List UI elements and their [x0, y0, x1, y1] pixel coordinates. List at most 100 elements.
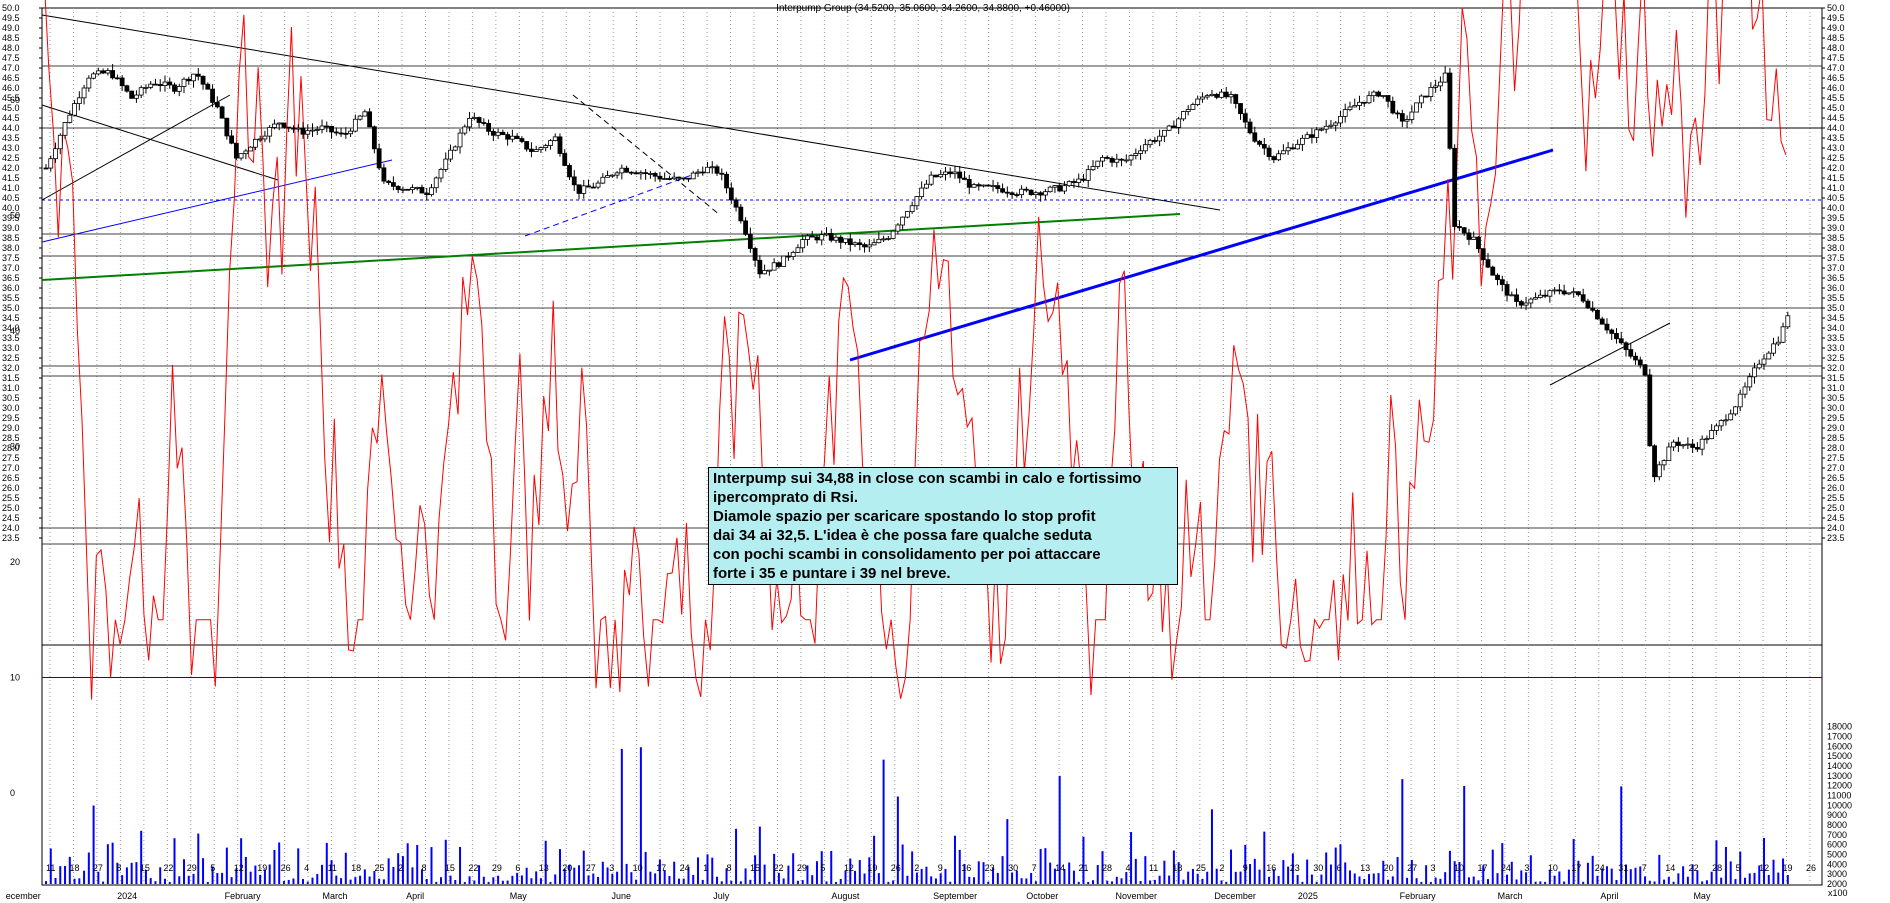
day-label: 17 [1571, 863, 1581, 873]
candle-body [53, 148, 58, 160]
price-tick-label: 23.5 [1827, 533, 1845, 543]
candle-body [114, 77, 120, 80]
candle-body [376, 148, 382, 169]
volume-bar [1068, 862, 1071, 884]
volume-bar [1482, 865, 1485, 884]
volume-bar [1091, 880, 1094, 884]
price-axis: 23.5 23.524.0 24.024.5 24.525.0 25.025.5 25.5… [2, 3, 1845, 543]
day-label: 13 [1360, 863, 1370, 873]
volume-tick-label: 16000 [1827, 741, 1852, 751]
candle-body [657, 175, 663, 180]
volume-bar [1667, 876, 1670, 884]
volume-bar [977, 861, 980, 884]
candle-body [762, 270, 768, 275]
volume-bar [49, 848, 52, 884]
volume-bar [711, 857, 714, 884]
price-tick-label: 40.5 [1827, 193, 1845, 203]
volume-bar [530, 878, 533, 884]
volume-bar [830, 850, 833, 884]
volume-bar [911, 851, 914, 884]
volume-bar [668, 876, 671, 884]
volume-bar [906, 875, 909, 884]
candle-body [1642, 364, 1648, 376]
volume-bar [597, 876, 600, 884]
candle-body [586, 185, 591, 188]
volume-bar [1234, 871, 1237, 884]
candle-body [238, 153, 244, 159]
candle-body [814, 236, 820, 241]
candle-body [186, 78, 192, 82]
month-label: April [1600, 891, 1618, 901]
candle-body [809, 235, 815, 238]
volume-bar [706, 854, 709, 884]
day-label: 27 [1407, 863, 1417, 873]
candle-body [790, 252, 796, 257]
volume-bar [206, 882, 209, 884]
volume-bar [1548, 869, 1551, 884]
candle-body [1057, 185, 1063, 192]
volume-bar [111, 842, 114, 884]
candle-body [833, 236, 839, 241]
volume-bar [1001, 856, 1004, 884]
day-label: 30 [1008, 863, 1018, 873]
candle-body [229, 135, 235, 144]
month-label: February [225, 891, 262, 901]
price-tick-label: 26.0 [2, 483, 20, 493]
month-label: December [1214, 891, 1256, 901]
candle-body [1190, 104, 1196, 110]
chart-title: Interpump Group (34.5200, 35.0600, 34.26… [776, 3, 1070, 14]
volume-bar [1149, 880, 1152, 884]
candle-body [1142, 144, 1148, 152]
price-tick-label: 46.0 [1827, 83, 1845, 93]
volume-bar [620, 748, 623, 884]
volume-bar [1539, 881, 1542, 884]
volume-bar [211, 866, 214, 884]
candle-body [310, 129, 315, 132]
candle-body [252, 138, 258, 148]
volume-bar [1163, 860, 1166, 884]
candle-body [1309, 134, 1315, 138]
volume-bar [587, 875, 590, 884]
volume-bar [925, 866, 928, 884]
candle-body [1204, 95, 1210, 98]
volume-bar [825, 881, 828, 884]
day-label: 12 [234, 863, 244, 873]
candle-body [1537, 294, 1543, 298]
candle-body [881, 238, 886, 241]
volume-bar [1177, 862, 1180, 884]
volume-bar [411, 867, 414, 884]
candle-body [795, 247, 801, 253]
price-tick-label: 44.5 [1827, 113, 1845, 123]
volume-bar [1106, 880, 1109, 884]
price-tick-label: 46.0 [2, 83, 20, 93]
volume-bar [768, 881, 771, 884]
volume-bar [849, 858, 852, 884]
price-tick-label: 37.0 [1827, 263, 1845, 273]
volume-bar [953, 835, 956, 884]
volume-bar [1520, 870, 1523, 884]
price-tick-label: 45.0 [2, 103, 20, 113]
candle-body [1428, 87, 1434, 97]
volume-tick-label: 18000 [1827, 722, 1852, 732]
candle-body [305, 130, 311, 135]
volume-bar [687, 866, 690, 884]
volume-bar [278, 842, 281, 884]
candle-body [776, 262, 782, 267]
price-tick-label: 29.0 [2, 423, 20, 433]
note-line: ipercomprato di Rsi. [713, 489, 859, 506]
day-label: 8 [116, 863, 121, 873]
volume-bar [287, 879, 290, 884]
day-label: 13 [539, 863, 549, 873]
candle-body [990, 185, 996, 187]
price-tick-label: 35.5 [1827, 293, 1845, 303]
candle-body [1038, 192, 1044, 196]
candle-body [1023, 188, 1029, 191]
month-label: February [1400, 891, 1437, 901]
volume-bar [725, 868, 728, 884]
volume-bar [297, 848, 300, 884]
candle-body [1399, 113, 1405, 122]
volume-bar [1144, 856, 1147, 884]
volume-bar [968, 876, 971, 884]
volume-bar [720, 881, 723, 884]
